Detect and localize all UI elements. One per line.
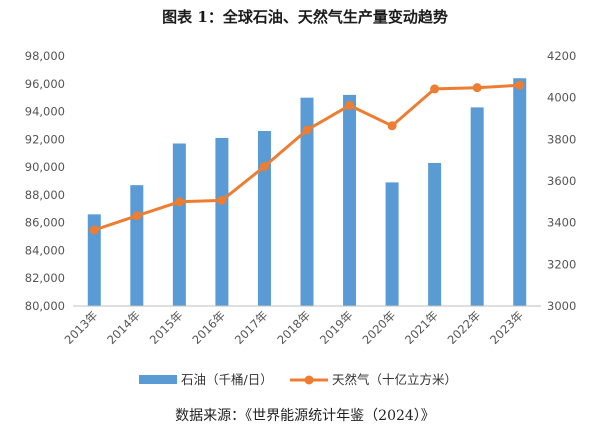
gas-point (515, 80, 525, 90)
legend-gas-label: 天然气（十亿立方米） (332, 372, 457, 387)
gas-line (89, 80, 525, 235)
legend: 石油（千桶/日） 天然气（十亿立方米） (139, 372, 457, 387)
source-note: 数据来源：《世界能源统计年鉴（2024）》 (175, 408, 435, 424)
left-tick-label: 80,000 (25, 299, 65, 313)
x-tick-label: 2019年 (317, 308, 356, 347)
oil-bar (300, 97, 314, 307)
x-tick-label: 2013年 (62, 308, 101, 347)
oil-bar (87, 214, 101, 306)
x-tick-label: 2021年 (402, 308, 441, 347)
x-tick-label: 2015年 (147, 308, 186, 347)
gas-point (217, 195, 227, 205)
gas-point (430, 84, 440, 94)
oil-bar (130, 185, 144, 306)
x-tick-label: 2017年 (232, 308, 271, 347)
oil-bar (215, 137, 229, 306)
oil-bar (343, 94, 357, 306)
chart-title: 图表 1：全球石油、天然气生产量变动趋势 (162, 8, 448, 26)
right-tick-label: 4200 (547, 49, 576, 63)
oil-bar (172, 143, 186, 306)
gas-point (174, 197, 184, 207)
legend-oil-label: 石油（千桶/日） (181, 372, 273, 387)
oil-bar (428, 162, 442, 306)
left-tick-label: 86,000 (25, 216, 65, 230)
left-tick-label: 84,000 (25, 243, 65, 257)
x-tick-label: 2016年 (189, 308, 228, 347)
legend-gas-marker (304, 375, 314, 385)
right-tick-label: 3800 (547, 132, 576, 146)
oil-bar (470, 107, 484, 306)
right-tick-label: 4000 (547, 91, 576, 105)
x-tick-label: 2020年 (359, 308, 398, 347)
oil-bar (257, 131, 271, 306)
left-tick-label: 92,000 (25, 132, 65, 146)
oil-bar (513, 78, 527, 306)
right-tick-label: 3200 (547, 257, 576, 271)
gas-point (345, 100, 355, 110)
gas-point (259, 161, 269, 171)
oil-bars (87, 78, 527, 307)
x-axis: 2013年 2014年 2015年 2016年 2017年 2018年 2019年 2020年… (62, 305, 541, 347)
x-tick-label: 2023年 (487, 308, 526, 347)
left-tick-label: 90,000 (25, 160, 65, 174)
right-tick-label: 3000 (547, 299, 576, 313)
right-axis: 3000 3200 3400 3600 3800 4000 4200 (547, 49, 576, 313)
left-tick-label: 94,000 (25, 105, 65, 119)
right-tick-label: 3600 (547, 174, 576, 188)
right-tick-label: 3400 (547, 216, 576, 230)
left-axis: 80,000 82,000 84,000 86,000 88,000 90,000 92,0… (25, 49, 65, 313)
left-tick-label: 98,000 (25, 49, 65, 63)
left-tick-label: 82,000 (25, 271, 65, 285)
gas-point (387, 121, 397, 131)
gas-point (472, 83, 482, 93)
x-tick-label: 2018年 (274, 308, 313, 347)
gas-point (132, 211, 142, 221)
left-tick-label: 88,000 (25, 188, 65, 202)
legend-oil-swatch (139, 375, 177, 384)
gas-point (302, 125, 312, 135)
x-tick-label: 2014年 (104, 308, 143, 347)
gas-point (89, 225, 99, 235)
oil-bar (385, 182, 399, 306)
left-tick-label: 96,000 (25, 77, 65, 91)
x-tick-label: 2022年 (445, 308, 484, 347)
